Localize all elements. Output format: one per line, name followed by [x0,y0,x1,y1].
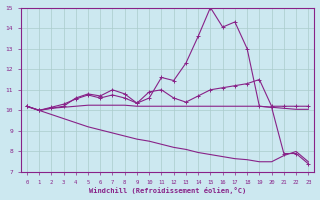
X-axis label: Windchill (Refroidissement éolien,°C): Windchill (Refroidissement éolien,°C) [89,187,246,194]
